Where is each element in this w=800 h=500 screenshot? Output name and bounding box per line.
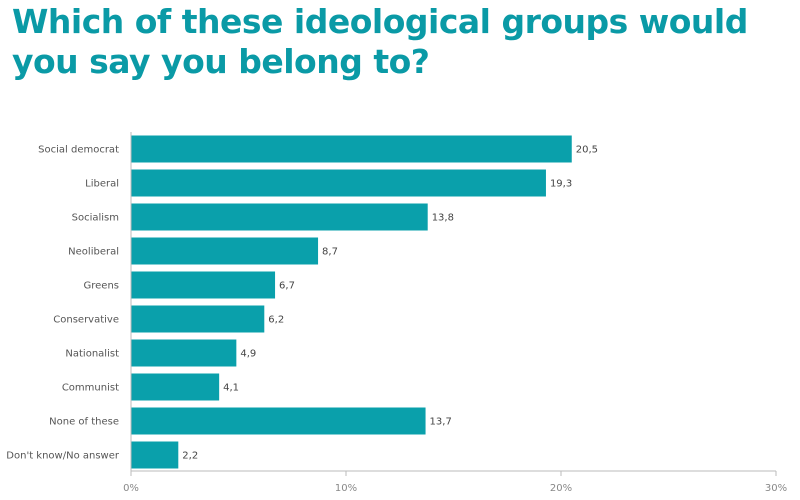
x-tick-label-1: 10% <box>335 483 357 494</box>
x-tick-label-2: 20% <box>550 483 572 494</box>
labels-layer: Social democrat 20,5 Liberal 19,3 Socialism 1… <box>6 145 787 495</box>
x-tick-label-3: 30% <box>765 483 787 494</box>
value-label-9: 2,2 <box>182 451 198 462</box>
bar-6 <box>131 339 237 367</box>
category-label-1: Liberal <box>85 179 119 190</box>
value-label-0: 20,5 <box>576 145 598 156</box>
value-label-1: 19,3 <box>550 179 572 190</box>
value-label-7: 4,1 <box>223 383 239 394</box>
x-tick-label-0: 0% <box>123 483 139 494</box>
category-label-7: Communist <box>62 383 119 394</box>
value-label-6: 4,9 <box>240 349 256 360</box>
category-label-9: Don't know/No answer <box>6 451 120 462</box>
category-label-8: None of these <box>49 417 119 428</box>
value-label-2: 13,8 <box>432 213 454 224</box>
value-label-8: 13,7 <box>430 417 452 428</box>
bar-3 <box>131 237 319 265</box>
value-label-3: 8,7 <box>322 247 338 258</box>
category-label-4: Greens <box>84 281 120 292</box>
category-label-2: Socialism <box>72 213 119 224</box>
bar-2 <box>131 203 428 231</box>
value-label-5: 6,2 <box>268 315 284 326</box>
value-label-4: 6,7 <box>279 281 295 292</box>
bar-8 <box>131 407 426 435</box>
bar-9 <box>131 441 179 469</box>
bar-5 <box>131 305 265 333</box>
chart-title: Which of these ideological groups would … <box>12 2 748 81</box>
bar-4 <box>131 271 276 299</box>
axis-layer <box>130 132 777 476</box>
bar-7 <box>131 373 220 401</box>
bars-layer <box>131 135 572 469</box>
bar-1 <box>131 169 546 197</box>
category-label-6: Nationalist <box>65 349 119 360</box>
category-label-3: Neoliberal <box>68 247 119 258</box>
category-label-5: Conservative <box>53 315 119 326</box>
bar-0 <box>131 135 572 163</box>
category-label-0: Social democrat <box>38 145 119 156</box>
